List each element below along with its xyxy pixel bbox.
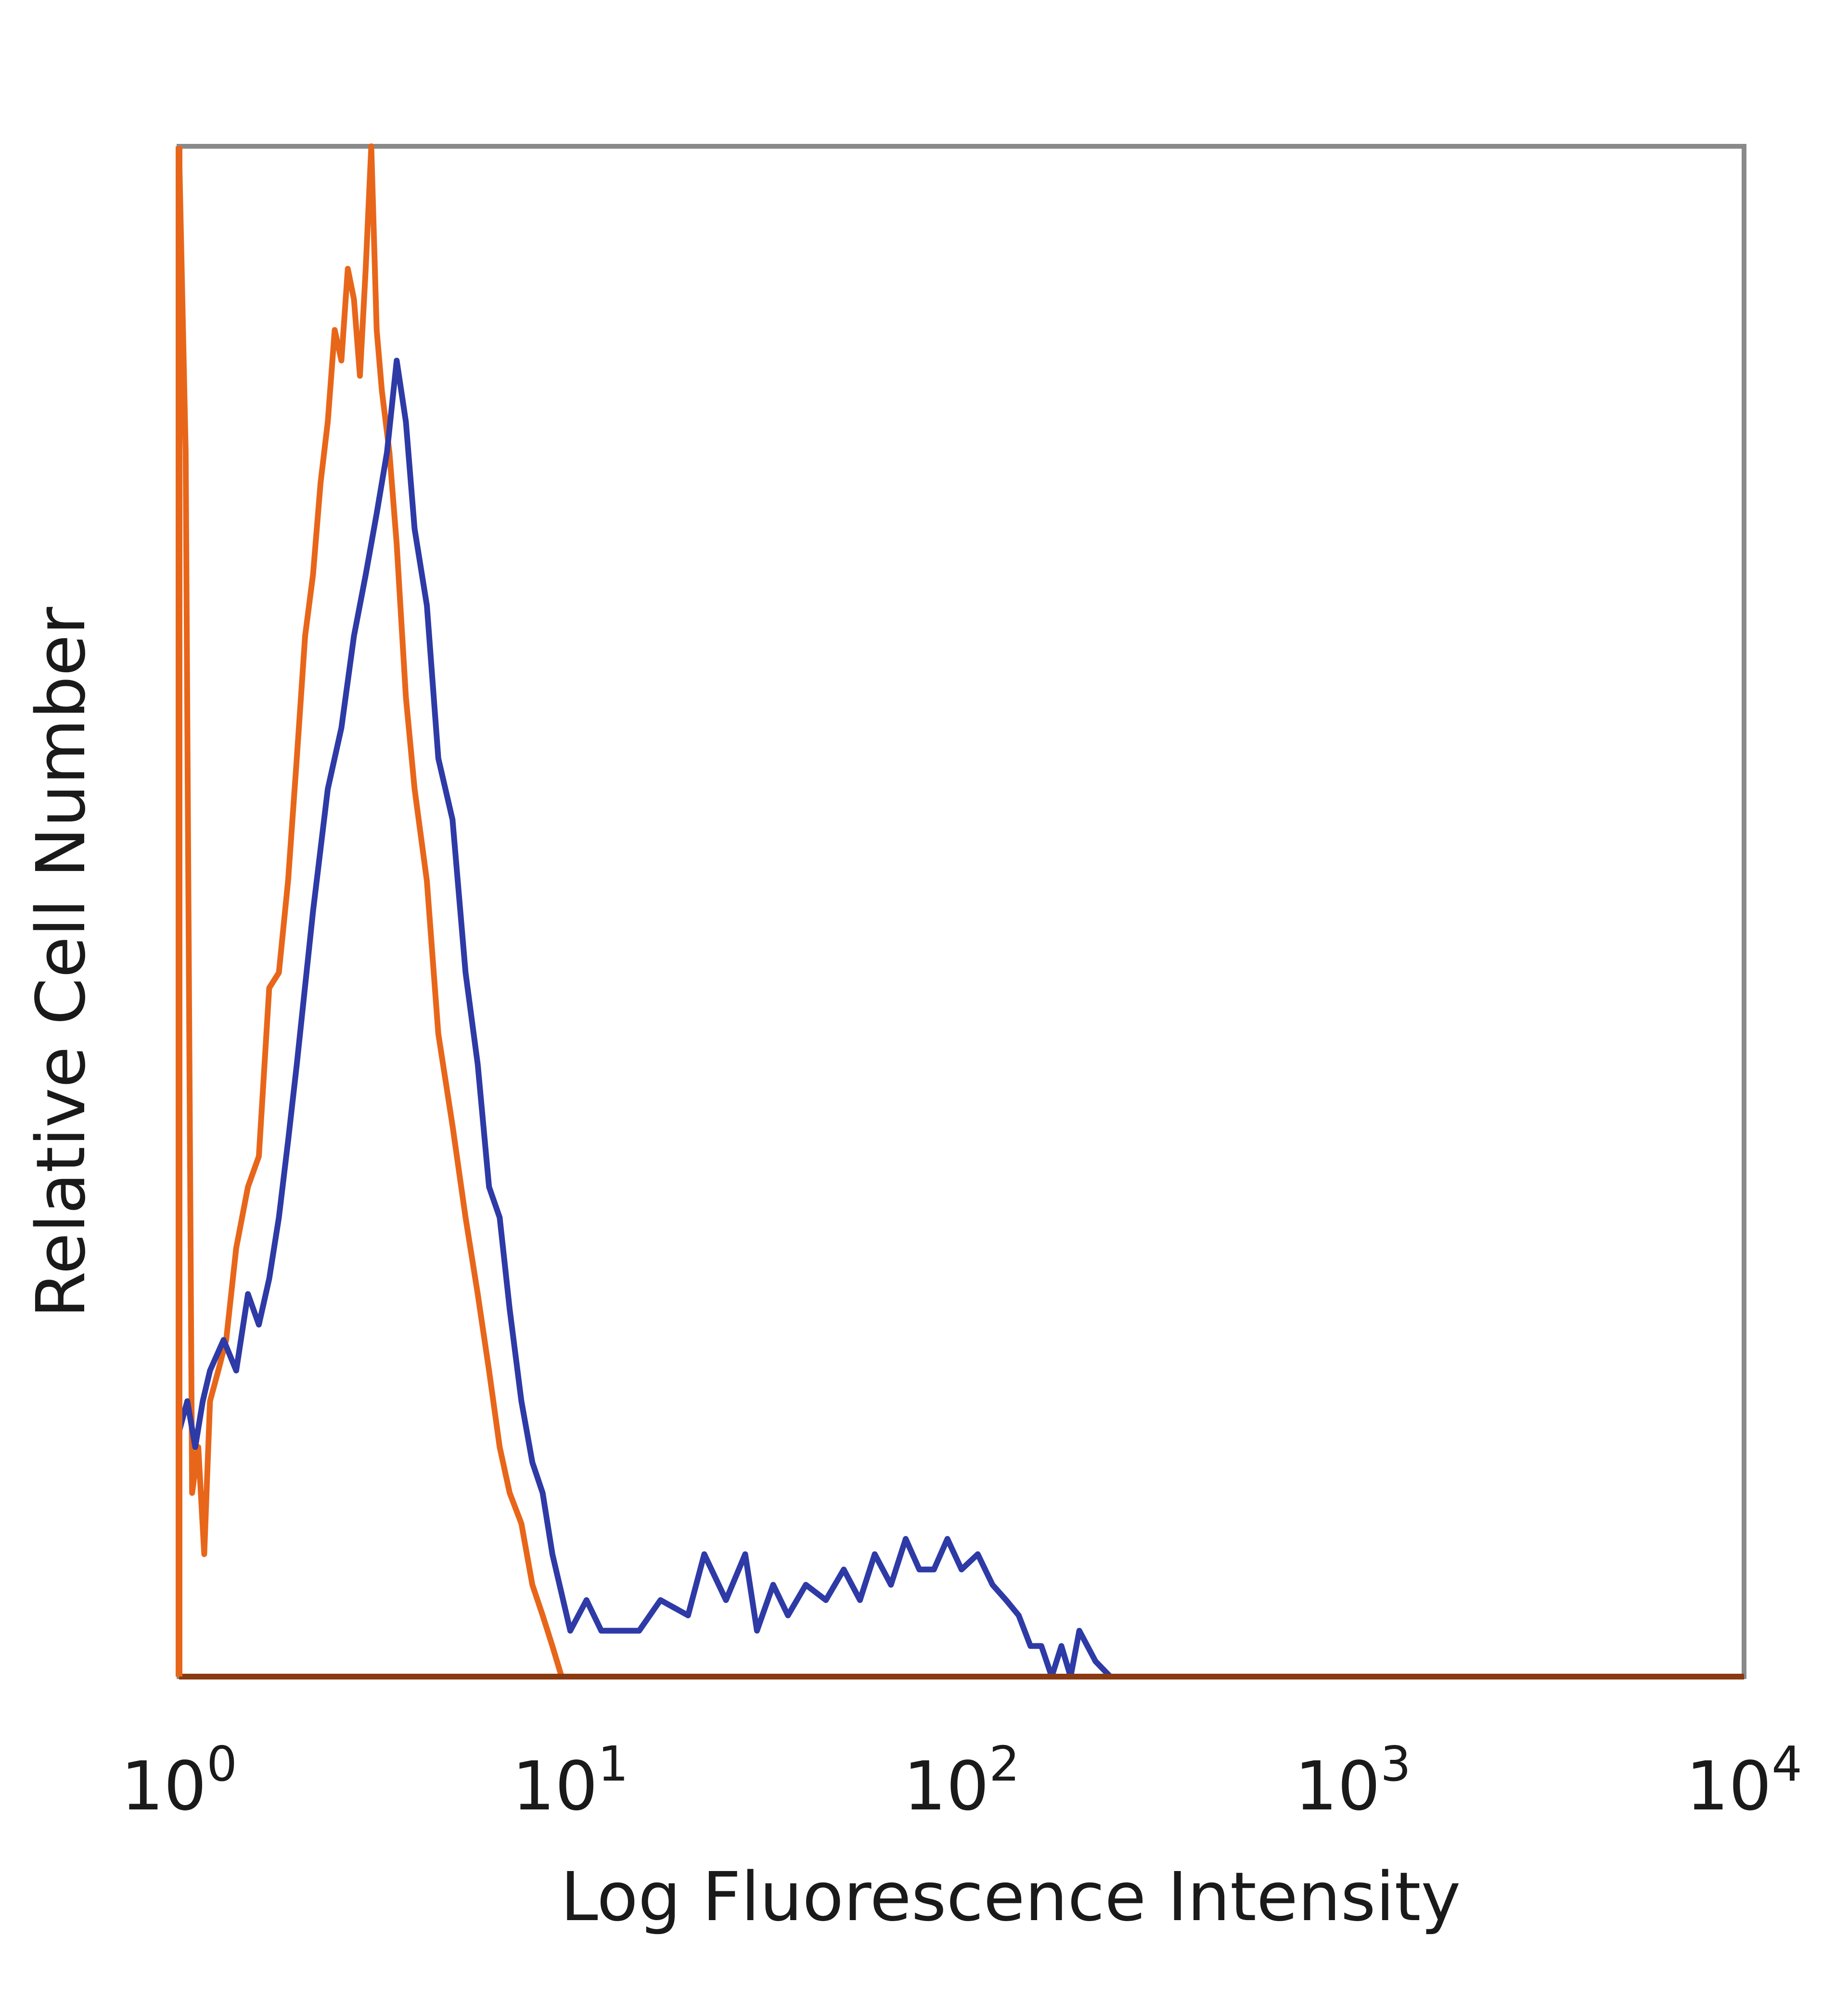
y-axis-title: Relative Cell Number xyxy=(22,607,101,1318)
series-layer xyxy=(176,143,1113,1679)
x-tick-label-1: 101 xyxy=(512,1736,629,1826)
histogram-series-2 xyxy=(176,358,1113,1679)
x-tick-label-4: 104 xyxy=(1686,1736,1802,1826)
x-tick-label-2: 102 xyxy=(903,1736,1020,1826)
x-axis-title: Log Fluorescence Intensity xyxy=(561,1858,1461,1936)
x-tick-label-0: 100 xyxy=(121,1736,237,1826)
x-tick-labels: 100 101 102 103 104 xyxy=(121,1736,1802,1826)
x-tick-label-3: 103 xyxy=(1295,1736,1411,1826)
plot-frame xyxy=(177,144,1746,1679)
histogram-series-1 xyxy=(176,143,570,1679)
